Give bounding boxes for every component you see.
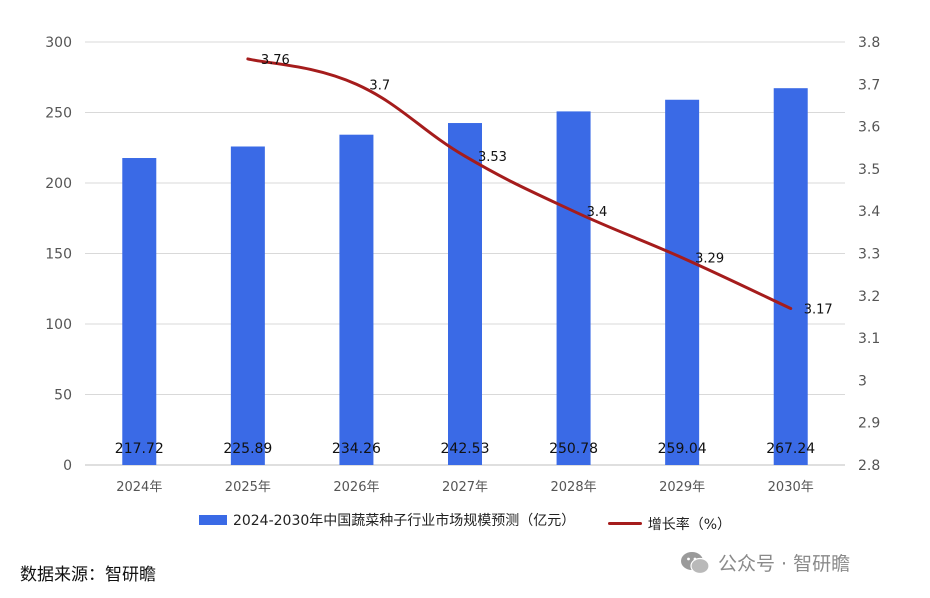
bar [773,88,808,466]
combo-chart: 0 50 100 150 200 250 300 2.8 2.9 3 3.1 3.2 3.3 3.4 3.5… [45,35,880,495]
watermark: 公众号 · 智研瞻 [680,549,850,576]
y-left-tick-label: 200 [45,176,72,192]
legend-swatch-bar [198,515,227,525]
watermark-text: 公众号 · 智研瞻 [718,553,851,575]
legend-swatch-line [607,522,642,525]
legend-item-bar: 2024-2030年中国蔬菜种子行业市场规模预测（亿元） [198,510,576,530]
y-left-tick-label: 0 [63,458,72,474]
y-right-tick-label: 3.6 [858,120,880,136]
wechat-icon [681,551,710,574]
line-value-label: 3.7 [369,78,390,93]
bar-value-label: 259.04 [658,441,707,457]
bar-value-label: 225.89 [223,441,272,457]
y-left-tick-label: 150 [45,247,72,263]
legend-item-line: 增长率（%） [607,514,732,534]
bar-value-label: 217.72 [115,441,164,457]
y-right-tick-label: 3.7 [858,77,880,93]
x-tick-label: 2028年 [551,480,597,495]
legend-label-bar: 2024-2030年中国蔬菜种子行业市场规模预测（亿元） [232,513,576,529]
y-right-tick-label: 2.9 [858,416,880,432]
y-right-tick-label: 3.1 [858,331,880,347]
x-tick-label: 2027年 [442,480,488,495]
x-tick-label: 2024年 [116,480,162,495]
data-source: 数据来源：智研瞻 [20,565,156,585]
bar [230,146,265,465]
bar-value-label: 234.26 [332,441,381,457]
line-value-label: 3.53 [478,150,507,165]
y-right-tick-label: 3.2 [858,289,880,305]
bar [665,99,700,465]
x-tick-label: 2029年 [659,480,705,495]
y-right-tick-label: 3 [858,373,867,389]
x-tick-label: 2026年 [333,480,379,495]
line-value-label: 3.17 [804,302,833,317]
bar-value-label: 267.24 [766,441,815,457]
bar [448,123,482,465]
bar-value-label: 250.78 [549,441,598,457]
line-value-label: 3.29 [695,252,724,267]
bar [339,134,374,465]
y-right-tick-label: 3.8 [858,35,880,51]
x-tick-label: 2025年 [225,480,271,495]
y-left-tick-label: 100 [45,317,72,333]
bar-value-label: 242.53 [441,441,490,457]
y-right-tick-label: 2.8 [858,458,880,474]
y-left-tick-label: 250 [45,106,72,122]
y-left-tick-label: 300 [45,35,72,51]
y-right-tick-label: 3.3 [858,247,880,263]
y-left-tick-label: 50 [54,388,72,404]
line-value-label: 3.76 [261,53,290,68]
x-tick-label: 2030年 [768,480,814,495]
chart-legend: 2024-2030年中国蔬菜种子行业市场规模预测（亿元） 增长率（%） [0,510,930,534]
y-right-tick-label: 3.4 [858,204,880,220]
legend-label-line: 增长率（%） [647,516,732,533]
bar [556,111,591,465]
line-value-label: 3.4 [587,205,608,220]
growth-rate-line [246,57,793,310]
y-right-tick-label: 3.5 [858,162,880,178]
bar [122,158,157,465]
